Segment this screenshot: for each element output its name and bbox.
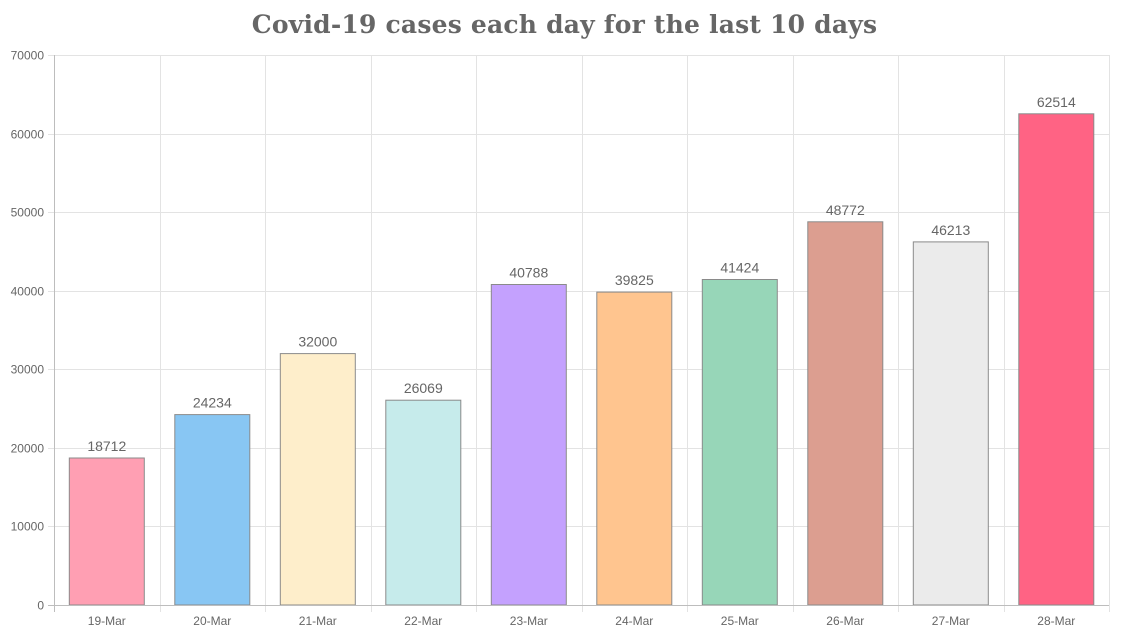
bar-26-mar[interactable] [807, 221, 884, 606]
bar-20-mar[interactable] [174, 414, 251, 606]
y-tick-label: 30000 [11, 363, 45, 377]
axes: 0 10000 20000 30000 40000 50000 60000 70000 19-M… [11, 49, 1109, 628]
bar-value-label: 39825 [615, 272, 654, 288]
bar-value-label: 40788 [509, 265, 548, 281]
bar-24-mar[interactable] [596, 291, 673, 606]
bar-value-label: 62514 [1037, 94, 1076, 110]
y-tick-label: 20000 [11, 442, 45, 456]
y-tick-label: 40000 [11, 285, 45, 299]
bar-value-label: 26069 [404, 380, 443, 396]
x-tick-label: 24-Mar [615, 614, 653, 628]
x-tick-label: 26-Mar [826, 614, 864, 628]
x-tick-label: 25-Mar [721, 614, 759, 628]
bar-21-mar[interactable] [279, 353, 356, 606]
x-tick-label: 22-Mar [404, 614, 442, 628]
bar-value-label: 32000 [298, 334, 337, 350]
bar-value-label: 41424 [720, 260, 759, 276]
y-tick-label: 0 [37, 599, 44, 613]
bar-28-mar[interactable] [1018, 113, 1095, 606]
x-tick-label: 27-Mar [932, 614, 970, 628]
bar-22-mar[interactable] [385, 399, 462, 606]
data-labels: 18712 24234 32000 26069 40788 39825 41424 48772… [87, 94, 1076, 454]
bar-27-mar[interactable] [912, 241, 989, 606]
bar-value-label: 48772 [826, 202, 865, 218]
y-tick-label: 70000 [11, 49, 45, 63]
bar-value-label: 24234 [193, 395, 232, 411]
x-tick-label: 28-Mar [1037, 614, 1075, 628]
x-tick-label: 23-Mar [510, 614, 548, 628]
bar-25-mar[interactable] [701, 279, 778, 606]
y-tick-label: 10000 [11, 520, 45, 534]
chart-title: Covid-19 cases each day for the last 10 … [251, 10, 878, 39]
bar-23-mar[interactable] [490, 284, 567, 606]
bars [68, 113, 1095, 606]
x-tick-label: 21-Mar [299, 614, 337, 628]
y-tick-label: 50000 [11, 206, 45, 220]
y-tick-label: 60000 [11, 128, 45, 142]
x-tick-label: 20-Mar [193, 614, 231, 628]
bar-value-label: 18712 [87, 438, 126, 454]
bar-value-label: 46213 [931, 222, 970, 238]
x-tick-label: 19-Mar [88, 614, 126, 628]
bar-19-mar[interactable] [68, 457, 145, 606]
